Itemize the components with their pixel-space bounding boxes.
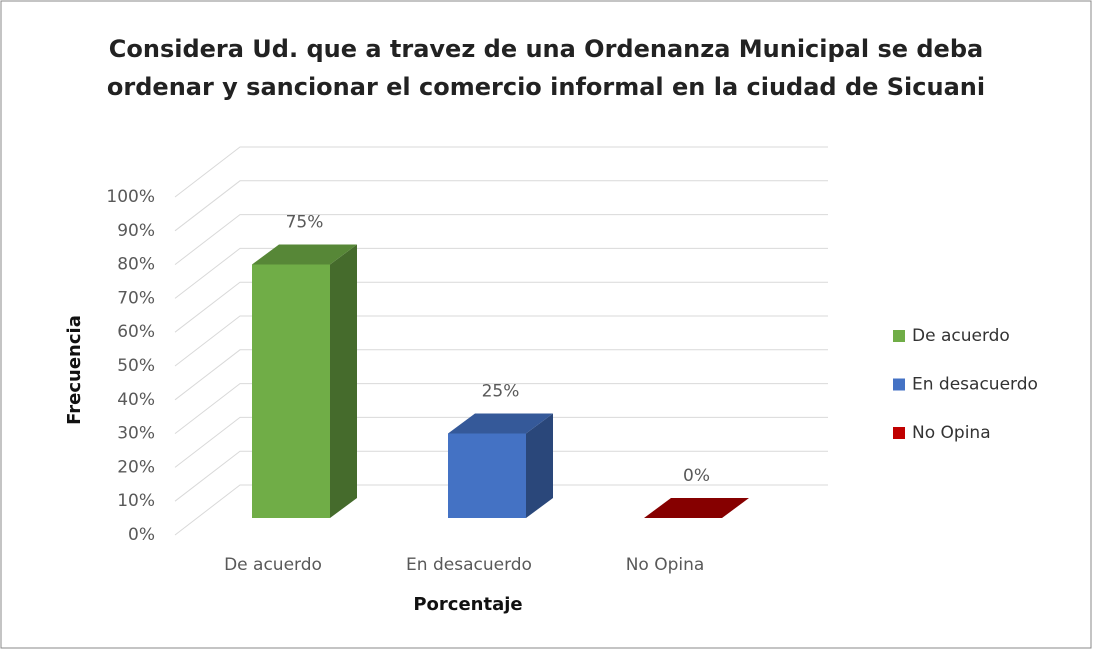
grid-line	[174, 247, 828, 299]
grid-line	[174, 349, 828, 401]
legend-swatch	[893, 330, 905, 342]
y-tick-label: 70%	[117, 288, 155, 308]
grid-line	[174, 484, 828, 536]
y-tick-label: 80%	[117, 255, 155, 275]
x-tick-label: De acuerdo	[224, 555, 322, 575]
grid-line	[174, 450, 828, 502]
grid-line	[174, 214, 828, 265]
legend-swatch	[893, 427, 905, 439]
grid-line	[174, 146, 828, 198]
grid-line	[174, 416, 828, 468]
y-tick-label: 10%	[117, 491, 155, 511]
bar-side	[330, 244, 357, 518]
data-label: 25%	[482, 382, 520, 402]
y-tick-label: 90%	[117, 221, 155, 241]
grid-line	[174, 383, 828, 434]
legend-label: En desacuerdo	[912, 375, 1038, 395]
bar-top	[448, 413, 553, 434]
x-tick-label: No Opina	[626, 555, 705, 575]
grid-line	[174, 180, 828, 232]
y-axis-label: Frecuencia	[64, 315, 85, 425]
data-label: 75%	[286, 213, 324, 233]
chart-title: Considera Ud. que a travez de una Ordena…	[109, 35, 983, 63]
grid-line	[174, 315, 828, 367]
bar	[252, 264, 330, 518]
bar-top	[252, 244, 357, 265]
chart-title: ordenar y sancionar el comercio informal…	[107, 73, 985, 101]
y-tick-label: 0%	[128, 525, 155, 545]
y-tick-label: 50%	[117, 356, 155, 376]
bar-side	[526, 413, 553, 518]
grid-line	[174, 281, 828, 333]
x-axis-label: Porcentaje	[413, 594, 522, 615]
y-tick-label: 100%	[106, 187, 155, 207]
bar-top	[644, 498, 749, 518]
data-label: 0%	[683, 466, 710, 486]
legend-label: No Opina	[912, 423, 991, 443]
legend-swatch	[893, 378, 905, 391]
legend-label: De acuerdo	[912, 326, 1010, 346]
y-tick-label: 60%	[117, 322, 155, 342]
y-tick-label: 40%	[117, 390, 155, 410]
y-tick-label: 20%	[117, 457, 155, 477]
bar	[448, 433, 526, 518]
x-tick-label: En desacuerdo	[406, 555, 532, 575]
y-tick-label: 30%	[117, 424, 155, 444]
